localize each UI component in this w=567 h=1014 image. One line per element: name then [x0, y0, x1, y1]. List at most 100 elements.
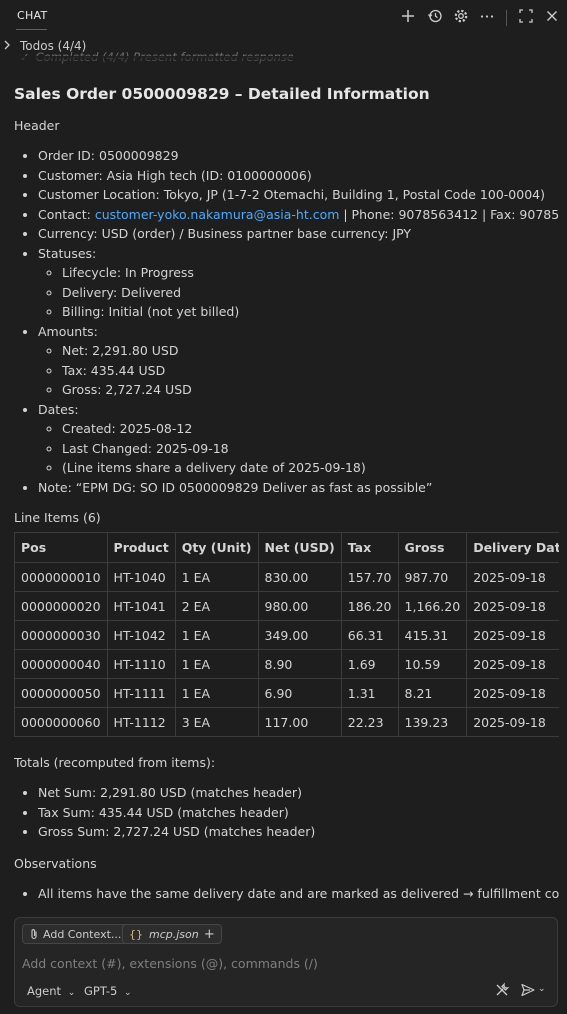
- cell-pos: 0000000060: [14, 707, 108, 737]
- settings-gear-icon[interactable]: [452, 8, 470, 26]
- cell-pos: 0000000030: [14, 620, 108, 650]
- currency-item: Currency: USD (order) / Business partner…: [38, 224, 559, 244]
- amount-gross: Gross: 2,727.24 USD: [62, 380, 559, 400]
- chat-header: CHAT: [0, 0, 567, 36]
- contact-email-link[interactable]: customer-yoko.nakamura@asia-ht.com: [94, 206, 340, 222]
- cell-delivery-date: 2025-09-18: [466, 591, 559, 621]
- tab-chat[interactable]: CHAT: [17, 9, 48, 22]
- contact-suffix: | Phone: 9078563412 | Fax: 9078563004: [343, 206, 559, 222]
- amounts-list: Net: 2,291.80 USD Tax: 435.44 USD Gross:…: [38, 341, 559, 400]
- cell-product: HT-1112: [106, 707, 176, 737]
- customer-item: Customer: Asia High tech (ID: 0100000006…: [38, 166, 559, 186]
- total-net: Net Sum: 2,291.80 USD (matches header): [38, 783, 559, 803]
- line-items-table: Pos Product Qty (Unit) Net (USD) Tax Gro…: [14, 532, 559, 737]
- col-header: Product: [106, 532, 176, 563]
- cell-gross: 415.31: [397, 620, 468, 650]
- cell-pos: 0000000010: [14, 562, 108, 592]
- amounts-label: Amounts:: [38, 323, 98, 339]
- statuses-list: Lifecycle: In Progress Delivery: Deliver…: [38, 263, 559, 322]
- cell-tax: 1.31: [340, 678, 399, 708]
- cell-net: 6.90: [257, 678, 342, 708]
- observations-label: Observations: [14, 855, 97, 871]
- cell-qty: 1 EA: [174, 562, 259, 592]
- table-header-row: Pos Product Qty (Unit) Net (USD) Tax Gro…: [14, 532, 559, 563]
- mcp-json-chip[interactable]: {} mcp.json +: [122, 924, 222, 944]
- table-row: 0000000050 HT-1111 1 EA 6.90 1.31 8.21 2…: [14, 678, 559, 708]
- col-header: Gross: [397, 532, 468, 563]
- close-icon[interactable]: [543, 8, 561, 26]
- cell-net: 980.00: [257, 591, 342, 621]
- cell-tax: 66.31: [340, 620, 399, 650]
- model-picker[interactable]: GPT-5 ⌄: [84, 984, 132, 998]
- cell-delivery-date: 2025-09-18: [466, 620, 559, 650]
- cell-tax: 22.23: [340, 707, 399, 737]
- order-id-item: Order ID: 0500009829: [38, 146, 559, 166]
- status-billing: Billing: Initial (not yet billed): [62, 302, 559, 322]
- table-row: 0000000040 HT-1110 1 EA 8.90 1.69 10.59 …: [14, 649, 559, 679]
- cell-delivery-date: 2025-09-18: [466, 707, 559, 737]
- date-created: Created: 2025-08-12: [62, 419, 559, 439]
- history-icon[interactable]: [426, 8, 444, 26]
- totals-list: Net Sum: 2,291.80 USD (matches header) T…: [14, 783, 559, 842]
- cell-net: 117.00: [257, 707, 342, 737]
- cell-tax: 1.69: [340, 649, 399, 679]
- statuses-label: Statuses:: [38, 245, 97, 261]
- chevron-down-icon: ⌄: [123, 988, 132, 998]
- cell-gross: 10.59: [397, 649, 468, 679]
- amount-tax: Tax: 435.44 USD: [62, 361, 559, 381]
- chevron-right-icon: [3, 39, 11, 54]
- chevron-down-icon: ⌄: [67, 988, 76, 998]
- contact-prefix: Contact:: [38, 206, 95, 222]
- add-context-button[interactable]: Add Context...: [22, 924, 129, 947]
- send-options-chevron-icon[interactable]: ⌄: [538, 984, 546, 994]
- header-details-list: Order ID: 0500009829 Customer: Asia High…: [14, 146, 559, 497]
- col-header: Tax: [340, 532, 399, 563]
- status-lifecycle: Lifecycle: In Progress: [62, 263, 559, 283]
- cell-qty: 1 EA: [174, 649, 259, 679]
- amounts-item: Amounts: Net: 2,291.80 USD Tax: 435.44 U…: [38, 322, 559, 400]
- scroll-fade: [0, 56, 567, 64]
- cell-product: HT-1042: [106, 620, 176, 650]
- cell-product: HT-1111: [106, 678, 176, 708]
- cell-net: 830.00: [257, 562, 342, 592]
- maximize-icon[interactable]: [517, 8, 535, 26]
- observations-list: All items have the same delivery date an…: [14, 884, 559, 904]
- todos-label: Todos (4/4): [20, 39, 87, 53]
- cell-delivery-date: 2025-09-18: [466, 649, 559, 679]
- toolbar-separator: [506, 10, 507, 26]
- add-file-plus-icon[interactable]: +: [203, 927, 215, 942]
- cell-product: HT-1041: [106, 591, 176, 621]
- chat-input-field[interactable]: Add context (#), extensions (@), command…: [22, 956, 318, 971]
- tools-icon[interactable]: [494, 982, 510, 1001]
- amount-net: Net: 2,291.80 USD: [62, 341, 559, 361]
- send-icon[interactable]: [520, 982, 536, 1001]
- todos-toggle[interactable]: Todos (4/4): [0, 36, 567, 56]
- mcp-json-label: mcp.json: [149, 928, 199, 941]
- paperclip-icon: [29, 927, 39, 947]
- dates-label: Dates:: [38, 401, 79, 417]
- date-delivery-note: (Line items share a delivery date of 202…: [62, 458, 559, 478]
- note-item: Note: “EPM DG: SO ID 0500009829 Deliver …: [38, 478, 559, 498]
- cell-tax: 157.70: [340, 562, 399, 592]
- observation-item: All items have the same delivery date an…: [38, 884, 559, 904]
- mode-picker[interactable]: Agent ⌄: [27, 984, 75, 998]
- col-header: Net (USD): [257, 532, 342, 563]
- date-last-changed: Last Changed: 2025-09-18: [62, 439, 559, 459]
- active-tab-indicator: [16, 29, 47, 30]
- col-header: Pos: [14, 532, 108, 563]
- cell-pos: 0000000050: [14, 678, 108, 708]
- more-actions-icon[interactable]: [478, 8, 496, 26]
- cell-qty: 1 EA: [174, 620, 259, 650]
- col-header: Qty (Unit): [174, 532, 259, 563]
- cell-product: HT-1040: [106, 562, 176, 592]
- chat-response: Sales Order 0500009829 – Detailed Inform…: [14, 84, 559, 916]
- table-row: 0000000020 HT-1041 2 EA 980.00 186.20 1,…: [14, 591, 559, 621]
- table-row: 0000000030 HT-1042 1 EA 349.00 66.31 415…: [14, 620, 559, 650]
- status-delivery: Delivery: Delivered: [62, 283, 559, 303]
- cell-gross: 1,166.20: [397, 591, 468, 621]
- new-chat-plus-icon[interactable]: [399, 8, 417, 26]
- model-label: GPT-5: [84, 984, 118, 998]
- cell-qty: 3 EA: [174, 707, 259, 737]
- contact-item: Contact: customer-yoko.nakamura@asia-ht.…: [38, 205, 559, 225]
- mode-label: Agent: [27, 984, 62, 998]
